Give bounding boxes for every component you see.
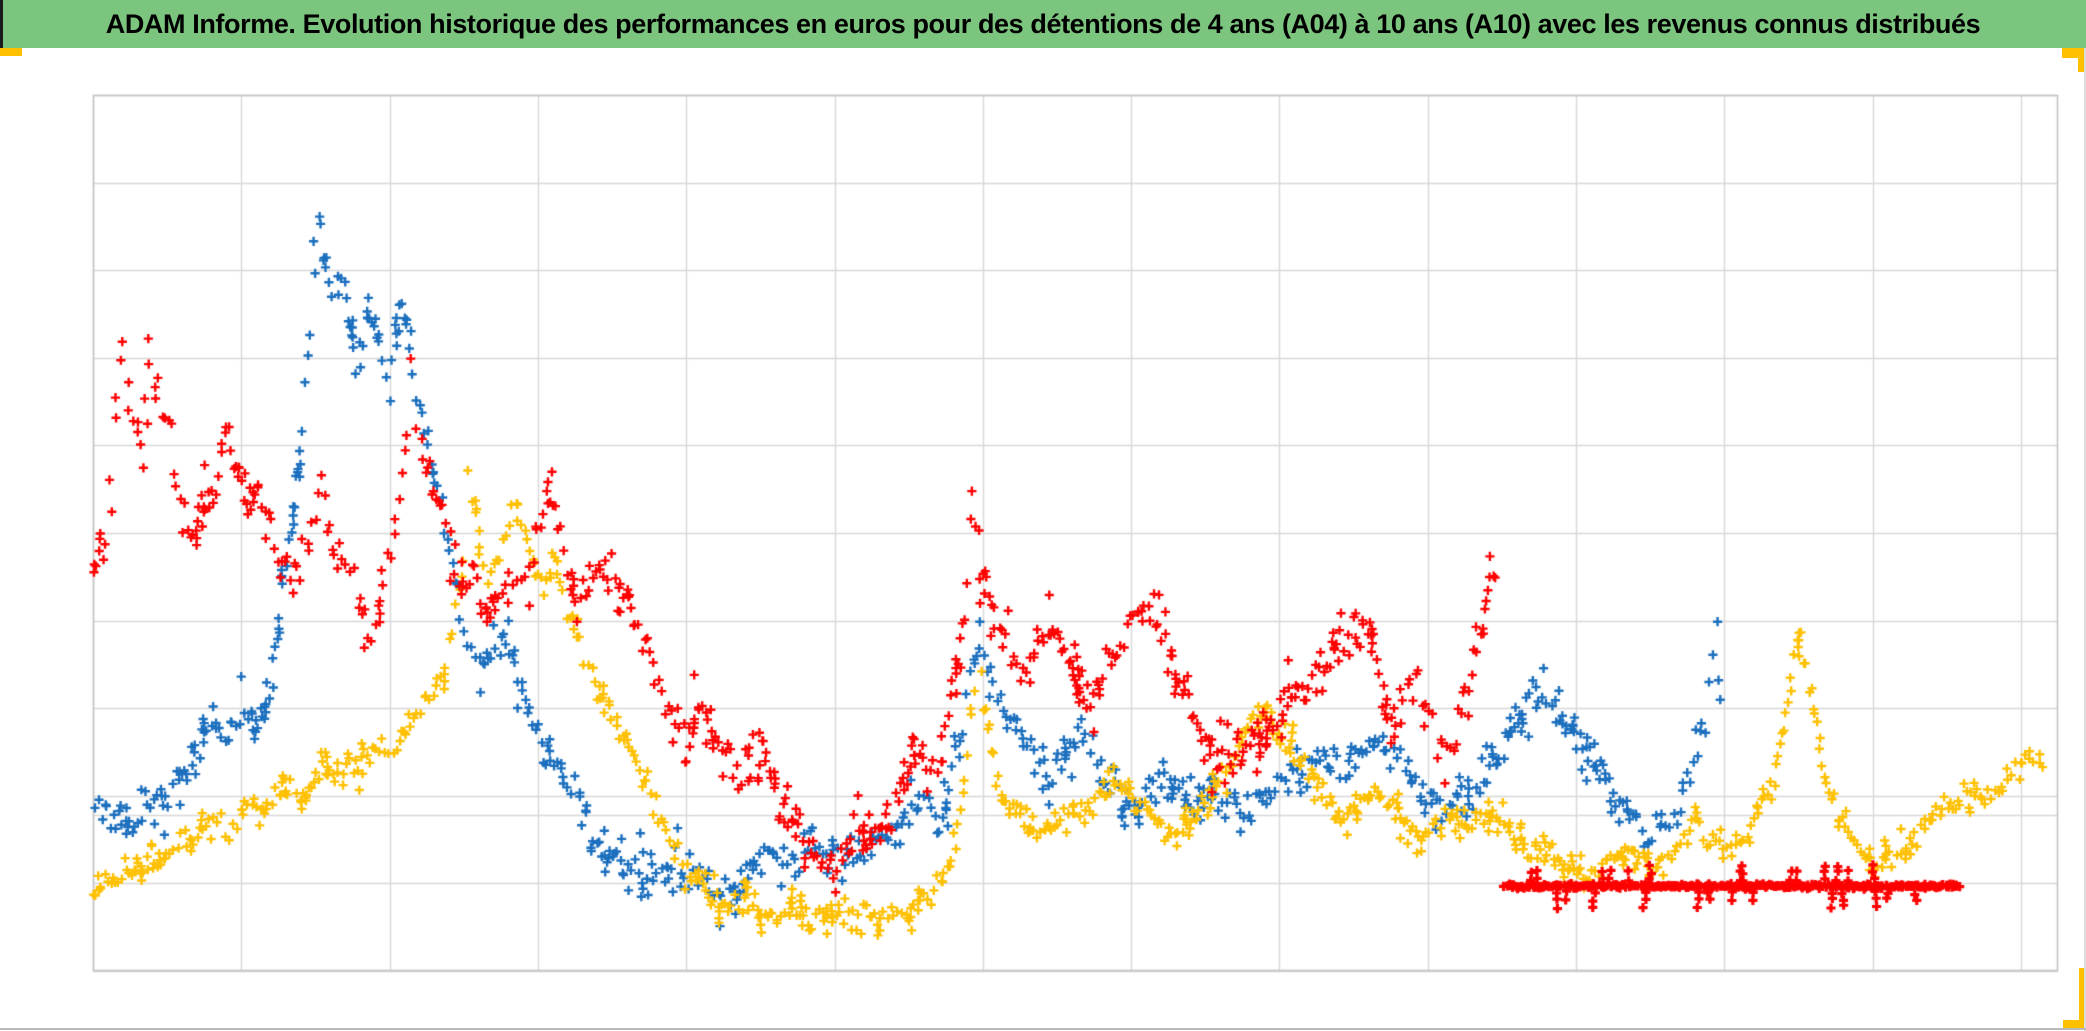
corner-accent-top-right [2062, 48, 2086, 58]
corner-accent-bottom-right-stem [2079, 968, 2086, 1028]
page-right-edge [2084, 48, 2086, 1031]
page-bottom-edge [0, 1028, 2086, 1030]
corner-accent-top-right-stub [2078, 48, 2086, 72]
corner-accent-bottom-right-foot [2063, 1020, 2086, 1029]
corner-accent-top-left [0, 48, 22, 56]
